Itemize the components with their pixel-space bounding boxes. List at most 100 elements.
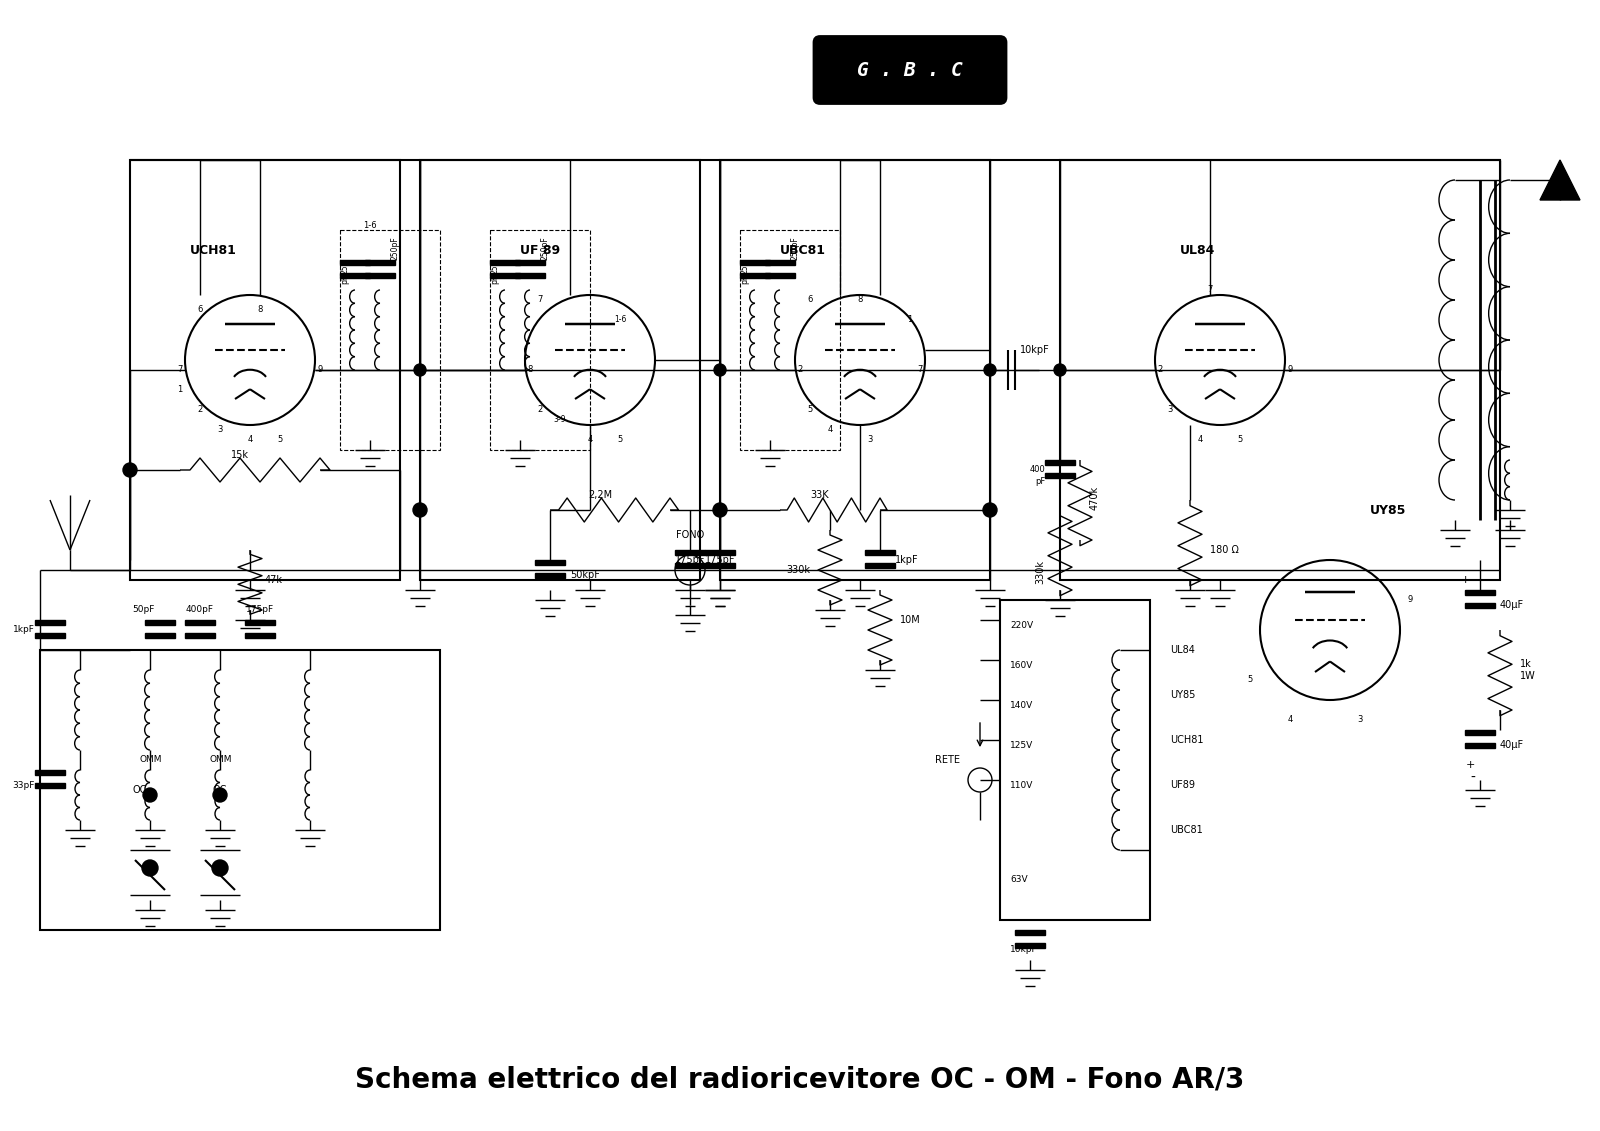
Text: -: - [1470, 771, 1475, 785]
Text: 1k
1W: 1k 1W [1520, 659, 1536, 681]
Text: OC: OC [133, 785, 147, 795]
Text: 400: 400 [1029, 466, 1045, 475]
Polygon shape [739, 260, 770, 265]
Text: Schema elettrico del radioricevitore OC - OM - Fono AR/3: Schema elettrico del radioricevitore OC … [355, 1067, 1245, 1094]
Polygon shape [1045, 473, 1075, 478]
Polygon shape [146, 633, 174, 638]
Circle shape [123, 463, 138, 477]
Polygon shape [365, 273, 395, 278]
Text: OΜM: OΜM [210, 756, 232, 765]
Text: 3: 3 [218, 425, 222, 434]
Circle shape [142, 860, 158, 877]
Polygon shape [1466, 729, 1494, 735]
Circle shape [414, 364, 426, 375]
Text: 50pF: 50pF [133, 605, 155, 614]
Circle shape [213, 788, 227, 802]
Polygon shape [245, 620, 275, 625]
Polygon shape [515, 260, 546, 265]
Text: 8: 8 [528, 365, 533, 374]
Bar [1059, 159, 1501, 580]
Text: 4: 4 [827, 425, 832, 434]
Text: 6: 6 [808, 295, 813, 304]
Text: pF: pF [741, 275, 749, 284]
Polygon shape [1466, 743, 1494, 748]
Polygon shape [490, 273, 520, 278]
Text: UF 89: UF 89 [520, 243, 560, 257]
Polygon shape [339, 273, 370, 278]
Polygon shape [534, 560, 565, 566]
Text: 250pF: 250pF [790, 236, 800, 260]
Text: 10M: 10M [899, 615, 920, 625]
Circle shape [714, 503, 726, 517]
Polygon shape [1466, 603, 1494, 608]
Text: 3: 3 [1168, 406, 1173, 414]
Text: 4: 4 [1288, 716, 1293, 725]
Text: 50kpF: 50kpF [570, 570, 600, 580]
Text: 330k: 330k [1035, 560, 1045, 584]
Text: 180 Ω: 180 Ω [1210, 545, 1238, 555]
Text: 4: 4 [1197, 435, 1203, 444]
Text: 1kpF: 1kpF [13, 625, 35, 634]
Text: 125V: 125V [1010, 741, 1034, 750]
Polygon shape [866, 563, 894, 568]
Polygon shape [35, 620, 66, 625]
Text: 33K: 33K [811, 490, 829, 500]
Text: FONO: FONO [675, 530, 704, 539]
Text: 2: 2 [197, 406, 203, 414]
Polygon shape [35, 633, 66, 638]
Bar [720, 159, 990, 580]
Text: 8: 8 [858, 295, 862, 304]
Polygon shape [245, 633, 275, 638]
Text: 400pF: 400pF [186, 605, 214, 614]
Text: UBC81: UBC81 [781, 243, 826, 257]
Polygon shape [765, 273, 795, 278]
Text: OΜM: OΜM [141, 756, 163, 765]
Text: 3: 3 [867, 435, 872, 444]
Polygon shape [1466, 590, 1494, 595]
Polygon shape [365, 260, 395, 265]
Text: 5: 5 [1248, 675, 1253, 684]
Text: 6: 6 [197, 305, 203, 314]
Polygon shape [675, 550, 706, 555]
Text: 1: 1 [907, 316, 912, 325]
Text: 10kpF: 10kpF [1021, 345, 1050, 355]
Text: 10kpF: 10kpF [1010, 946, 1038, 955]
Text: 4: 4 [248, 435, 253, 444]
Polygon shape [765, 260, 795, 265]
Polygon shape [1014, 930, 1045, 935]
Text: UCH81: UCH81 [190, 243, 237, 257]
Text: 3: 3 [1357, 716, 1363, 725]
Polygon shape [1539, 159, 1581, 200]
Polygon shape [706, 550, 734, 555]
Polygon shape [706, 563, 734, 568]
Text: UCH81: UCH81 [1170, 735, 1203, 745]
Text: 250pF: 250pF [390, 236, 400, 260]
Text: 9: 9 [1408, 596, 1413, 604]
Text: 2: 2 [538, 406, 542, 414]
Text: 1-6: 1-6 [363, 221, 378, 230]
Bar [739, 230, 840, 450]
Text: 40μF: 40μF [1501, 740, 1525, 750]
Polygon shape [675, 563, 706, 568]
Text: OC: OC [213, 785, 227, 795]
Text: +: + [1466, 760, 1475, 770]
Text: 8: 8 [258, 305, 262, 314]
Circle shape [211, 860, 229, 877]
Text: 330k: 330k [786, 566, 810, 575]
Text: 250: 250 [341, 260, 349, 275]
Text: UF89: UF89 [1170, 780, 1195, 789]
Text: pF: pF [341, 275, 349, 284]
Text: 63V: 63V [1010, 875, 1027, 884]
Text: UY85: UY85 [1370, 503, 1406, 517]
Text: G . B . C: G . B . C [858, 60, 963, 79]
Text: 3-9: 3-9 [554, 415, 566, 424]
Text: 9: 9 [317, 365, 323, 374]
Polygon shape [534, 573, 565, 578]
Circle shape [142, 788, 157, 802]
Polygon shape [35, 783, 66, 788]
Text: 7: 7 [1208, 285, 1213, 294]
Text: 47k: 47k [266, 575, 283, 585]
Polygon shape [515, 273, 546, 278]
Bar [130, 159, 400, 580]
Text: 175pF: 175pF [706, 555, 736, 566]
